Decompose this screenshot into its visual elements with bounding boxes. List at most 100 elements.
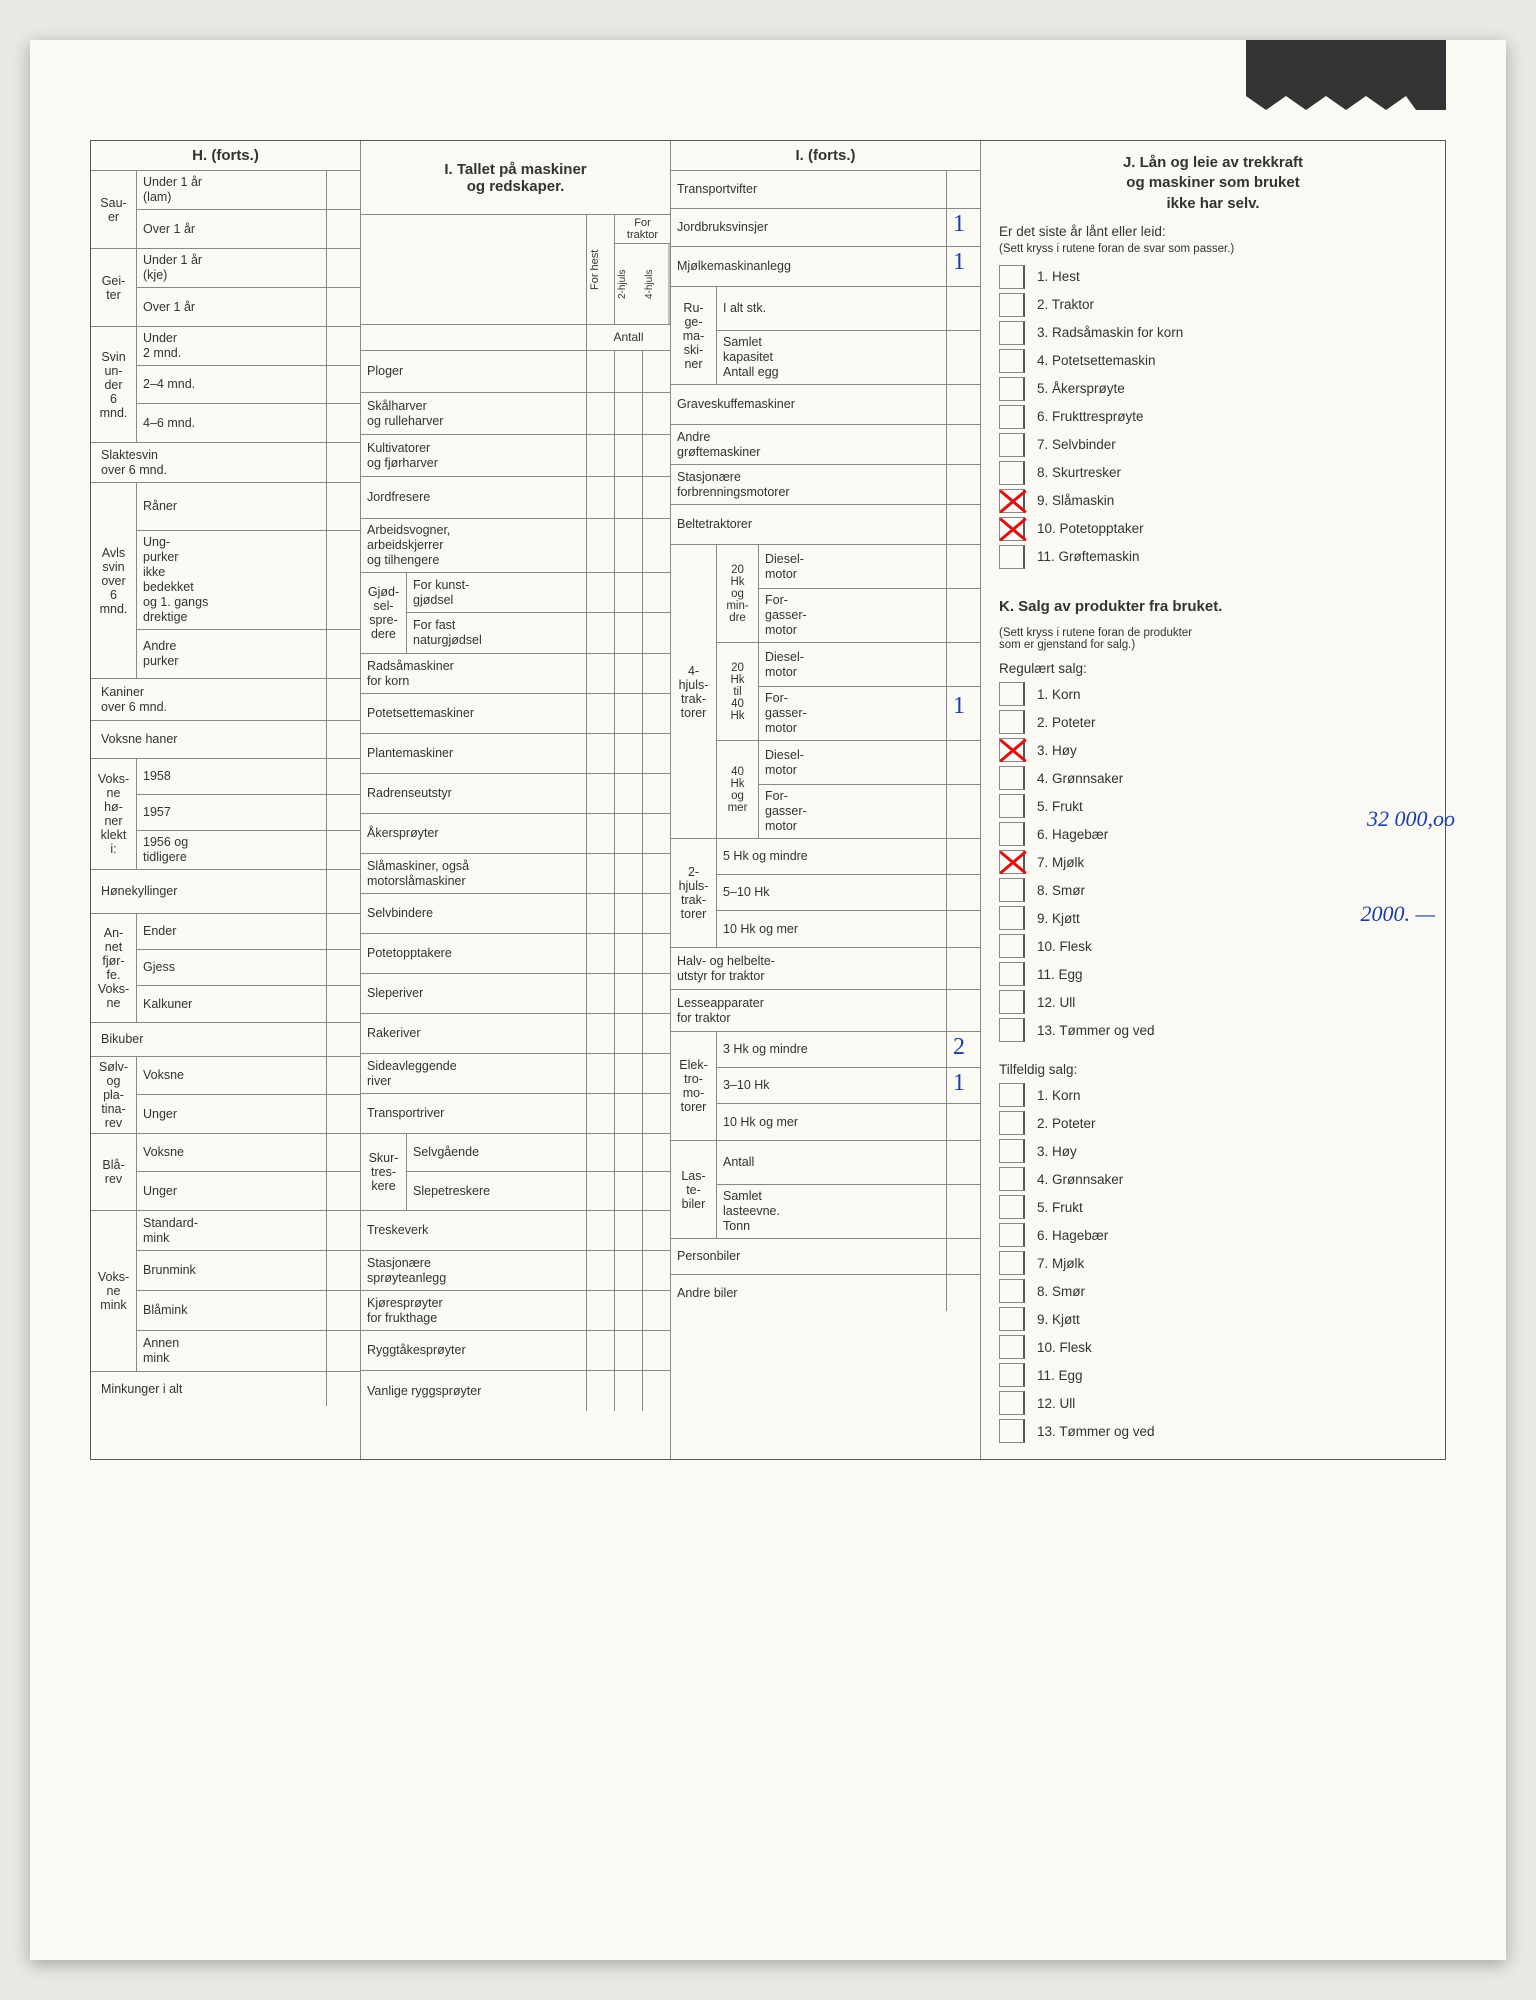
opt-label: 6. Frukttresprøyte — [1037, 409, 1144, 424]
opt-label: 3. Radsåmaskin for korn — [1037, 325, 1183, 340]
checkbox-option[interactable]: 10. Potetopptaker — [999, 517, 1427, 541]
checkbox[interactable] — [999, 794, 1025, 818]
row: Ploger — [361, 351, 670, 393]
row: Transportvifter — [671, 171, 980, 209]
checkbox[interactable] — [999, 1139, 1025, 1163]
checkbox[interactable] — [999, 822, 1025, 846]
checkbox-option[interactable]: 1. Korn — [999, 682, 1427, 706]
checkbox-option[interactable]: 8. Skurtresker — [999, 461, 1427, 485]
row: Mjølkemaskinanlegg 1 — [671, 247, 980, 287]
checkbox[interactable] — [999, 1279, 1025, 1303]
checkbox-option[interactable]: 5. Åkersprøyte — [999, 377, 1427, 401]
checkbox[interactable] — [999, 990, 1025, 1014]
checkbox[interactable] — [999, 1363, 1025, 1387]
checkbox-option[interactable]: 11. Grøftemaskin — [999, 545, 1427, 569]
row: 1958 — [137, 759, 360, 795]
checkbox-option[interactable]: 9. Kjøtt — [999, 1307, 1427, 1331]
row: Åkersprøyter — [361, 814, 670, 854]
checkbox-option[interactable]: 4. Grønnsaker — [999, 1167, 1427, 1191]
checkbox-option[interactable]: 10. Flesk — [999, 934, 1427, 958]
checkbox-option[interactable]: 13. Tømmer og ved — [999, 1018, 1427, 1042]
checkbox[interactable] — [999, 1335, 1025, 1359]
checkbox-option[interactable]: 7. Mjølk — [999, 1251, 1427, 1275]
checkbox[interactable] — [999, 433, 1025, 457]
checkbox[interactable] — [999, 517, 1025, 541]
checkbox[interactable] — [999, 1251, 1025, 1275]
checkbox-option[interactable]: 5. Frukt — [999, 1195, 1427, 1219]
checkbox-option[interactable]: 6. Hagebær — [999, 822, 1427, 846]
checkbox-option[interactable]: 3. Høy — [999, 1139, 1427, 1163]
checkbox[interactable] — [999, 293, 1025, 317]
opt-label: 9. Kjøtt — [1037, 911, 1080, 926]
checkbox[interactable] — [999, 906, 1025, 930]
checkbox-option[interactable]: 8. Smør — [999, 878, 1427, 902]
checkbox-option[interactable]: 12. Ull — [999, 990, 1427, 1014]
section-J: J. Lån og leie av trekkraft og maskiner … — [981, 141, 1445, 1459]
checkbox[interactable] — [999, 934, 1025, 958]
row: Blåmink — [137, 1291, 360, 1331]
group: Ru- ge- ma- ski- ner I alt stk. Samlet k… — [671, 287, 980, 385]
checkbox[interactable] — [999, 349, 1025, 373]
checkbox[interactable] — [999, 461, 1025, 485]
checkbox[interactable] — [999, 766, 1025, 790]
opt-label: 4. Grønnsaker — [1037, 771, 1123, 786]
checkbox-option[interactable]: 8. Smør — [999, 1279, 1427, 1303]
row: Annen mink — [137, 1331, 360, 1371]
checkbox-option[interactable]: 12. Ull — [999, 1391, 1427, 1415]
checkbox[interactable] — [999, 377, 1025, 401]
checkbox[interactable] — [999, 1223, 1025, 1247]
checkbox[interactable] — [999, 710, 1025, 734]
checkbox[interactable] — [999, 878, 1025, 902]
opt-label: 11. Egg — [1037, 1368, 1083, 1383]
checkbox[interactable] — [999, 405, 1025, 429]
group: Elek- tro- mo- torer 3 Hk og mindre 2 3–… — [671, 1032, 980, 1141]
checkbox-option[interactable]: 4. Grønnsaker — [999, 766, 1427, 790]
checkbox-option[interactable]: 3. Radsåmaskin for korn — [999, 321, 1427, 345]
checkbox[interactable] — [999, 682, 1025, 706]
checkbox[interactable] — [999, 489, 1025, 513]
checkbox[interactable] — [999, 1195, 1025, 1219]
checkbox-option[interactable]: 11. Egg — [999, 962, 1427, 986]
checkbox[interactable] — [999, 1167, 1025, 1191]
checkbox-option[interactable]: 11. Egg — [999, 1363, 1427, 1387]
checkbox-option[interactable]: 10. Flesk — [999, 1335, 1427, 1359]
checkbox-option[interactable]: 4. Potetsettemaskin — [999, 349, 1427, 373]
group: An- net fjør- fe. Voks- ne Ender Gjess K… — [91, 914, 360, 1023]
checkbox[interactable] — [999, 738, 1025, 762]
row: Plantemaskiner — [361, 734, 670, 774]
checkbox-option[interactable]: 2. Poteter — [999, 710, 1427, 734]
checkbox[interactable] — [999, 1018, 1025, 1042]
checkbox[interactable] — [999, 1083, 1025, 1107]
checkbox[interactable] — [999, 1419, 1025, 1443]
checkbox[interactable] — [999, 265, 1025, 289]
opt-label: 9. Kjøtt — [1037, 1312, 1080, 1327]
checkbox[interactable] — [999, 1307, 1025, 1331]
checkbox-option[interactable]: 1. Hest — [999, 265, 1427, 289]
checkbox[interactable] — [999, 321, 1025, 345]
h-title: H. (forts.) — [91, 141, 360, 171]
checkbox-option[interactable]: 2. Traktor — [999, 293, 1427, 317]
checkbox-option[interactable]: 6. Frukttresprøyte — [999, 405, 1427, 429]
checkbox-option[interactable]: 1. Korn — [999, 1083, 1427, 1107]
checkbox[interactable] — [999, 850, 1025, 874]
row: 4–6 mnd. — [137, 404, 360, 442]
checkbox-option[interactable]: 7. Mjølk — [999, 850, 1427, 874]
checkbox-option[interactable]: 5. Frukt — [999, 794, 1427, 818]
checkbox[interactable] — [999, 962, 1025, 986]
row: Sleperiver — [361, 974, 670, 1014]
row: Jordbruksvinsjer 1 — [671, 209, 980, 247]
row: Under 1 år (lam) — [137, 171, 360, 210]
checkbox[interactable] — [999, 545, 1025, 569]
row: Ender — [137, 914, 360, 950]
checkbox-option[interactable]: 9. Slåmaskin — [999, 489, 1427, 513]
row: Voksne — [137, 1134, 360, 1172]
checkbox-option[interactable]: 13. Tømmer og ved — [999, 1419, 1427, 1443]
checkbox-option[interactable]: 6. Hagebær — [999, 1223, 1427, 1247]
checkbox[interactable] — [999, 1391, 1025, 1415]
row: Bikuber — [91, 1023, 360, 1057]
checkbox-option[interactable]: 2. Poteter — [999, 1111, 1427, 1135]
checkbox[interactable] — [999, 1111, 1025, 1135]
k-title: K. Salg av produkter fra bruket. — [999, 597, 1427, 617]
checkbox-option[interactable]: 3. Høy — [999, 738, 1427, 762]
checkbox-option[interactable]: 7. Selvbinder — [999, 433, 1427, 457]
